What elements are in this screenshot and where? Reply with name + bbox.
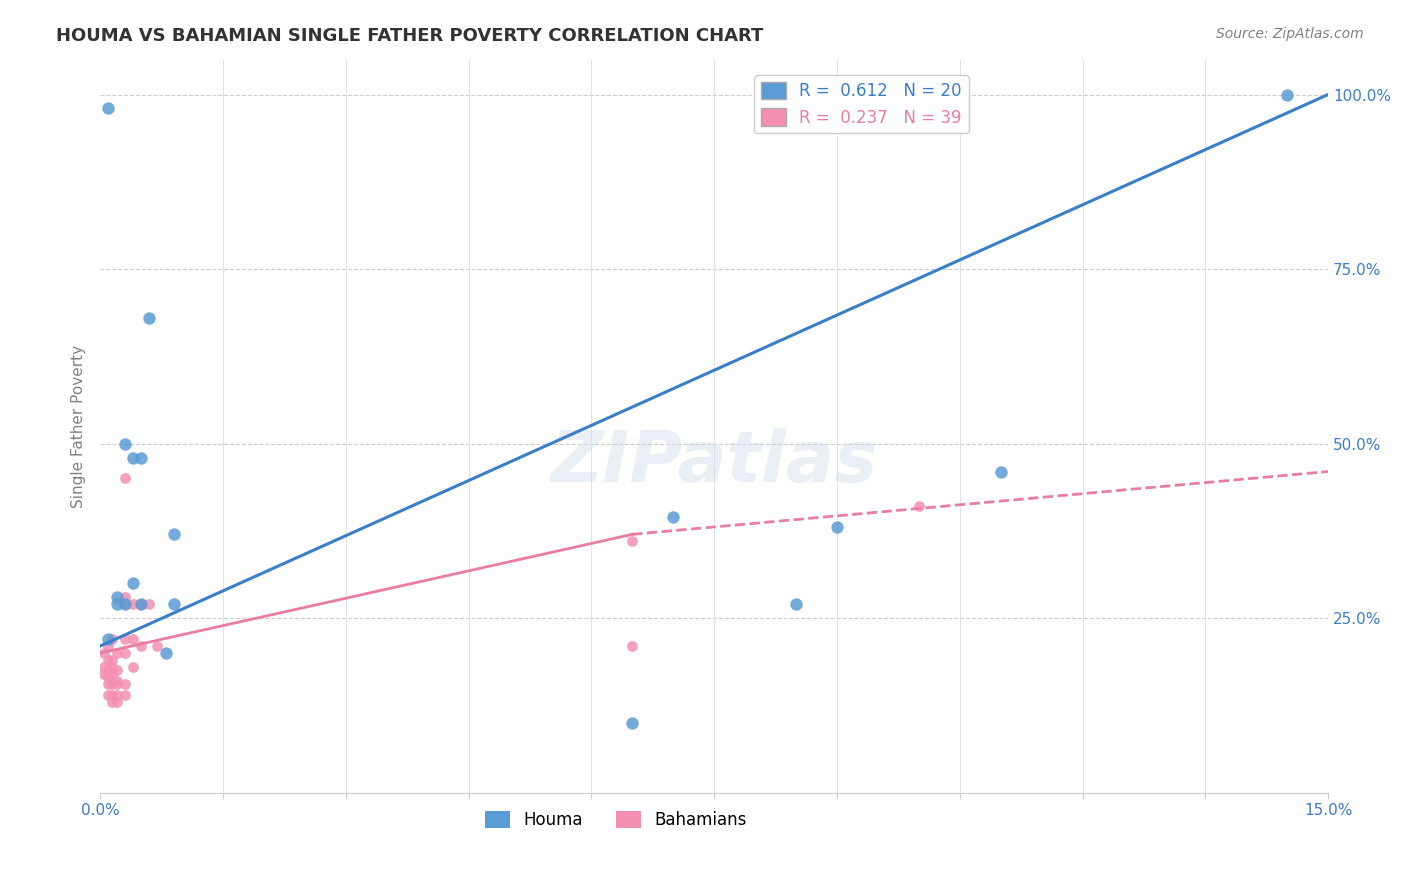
Point (907, 500, 929, 514)
Text: HOUMA VS BAHAMIAN SINGLE FATHER POVERTY CORRELATION CHART: HOUMA VS BAHAMIAN SINGLE FATHER POVERTY … (56, 27, 763, 45)
Point (114, 597, 136, 611)
Point (129, 597, 152, 611)
Point (101, 660, 124, 674)
Point (97, 677, 120, 691)
Point (990, 465, 1012, 479)
Point (97, 653, 120, 667)
Legend: Houma, Bahamians: Houma, Bahamians (478, 804, 754, 836)
Point (105, 597, 128, 611)
Point (163, 597, 186, 611)
Point (105, 664, 128, 678)
Point (105, 590, 128, 604)
Point (97, 639, 120, 653)
Point (97, 102, 120, 116)
Point (122, 597, 145, 611)
Point (138, 597, 160, 611)
Point (101, 695, 124, 709)
Point (146, 639, 169, 653)
Point (621, 639, 644, 653)
Point (129, 450, 152, 465)
Point (101, 667, 124, 681)
Point (114, 632, 136, 646)
Point (114, 677, 136, 691)
Point (621, 534, 644, 549)
Point (114, 646, 136, 660)
Point (1277, 87, 1299, 102)
Point (97, 632, 120, 646)
Point (93, 667, 115, 681)
Point (122, 660, 145, 674)
Text: ZIPatlas: ZIPatlas (550, 428, 877, 497)
Point (93, 660, 115, 674)
Point (101, 632, 124, 646)
Point (155, 646, 177, 660)
Point (101, 653, 124, 667)
Y-axis label: Single Father Poverty: Single Father Poverty (72, 344, 86, 508)
Point (138, 310, 160, 325)
Point (785, 597, 807, 611)
Point (105, 695, 128, 709)
Point (114, 688, 136, 702)
Point (122, 632, 145, 646)
Point (105, 673, 128, 688)
Point (114, 590, 136, 604)
Point (163, 527, 186, 541)
Point (129, 597, 152, 611)
Point (825, 520, 848, 534)
Point (114, 436, 136, 450)
Point (97, 664, 120, 678)
Point (97, 688, 120, 702)
Text: Source: ZipAtlas.com: Source: ZipAtlas.com (1216, 27, 1364, 41)
Point (105, 646, 128, 660)
Point (97, 670, 120, 684)
Point (105, 677, 128, 691)
Point (114, 597, 136, 611)
Point (662, 509, 685, 524)
Point (101, 677, 124, 691)
Point (93, 646, 115, 660)
Point (621, 715, 644, 730)
Point (105, 688, 128, 702)
Point (122, 576, 145, 591)
Point (101, 688, 124, 702)
Point (122, 450, 145, 465)
Point (114, 471, 136, 485)
Point (129, 639, 152, 653)
